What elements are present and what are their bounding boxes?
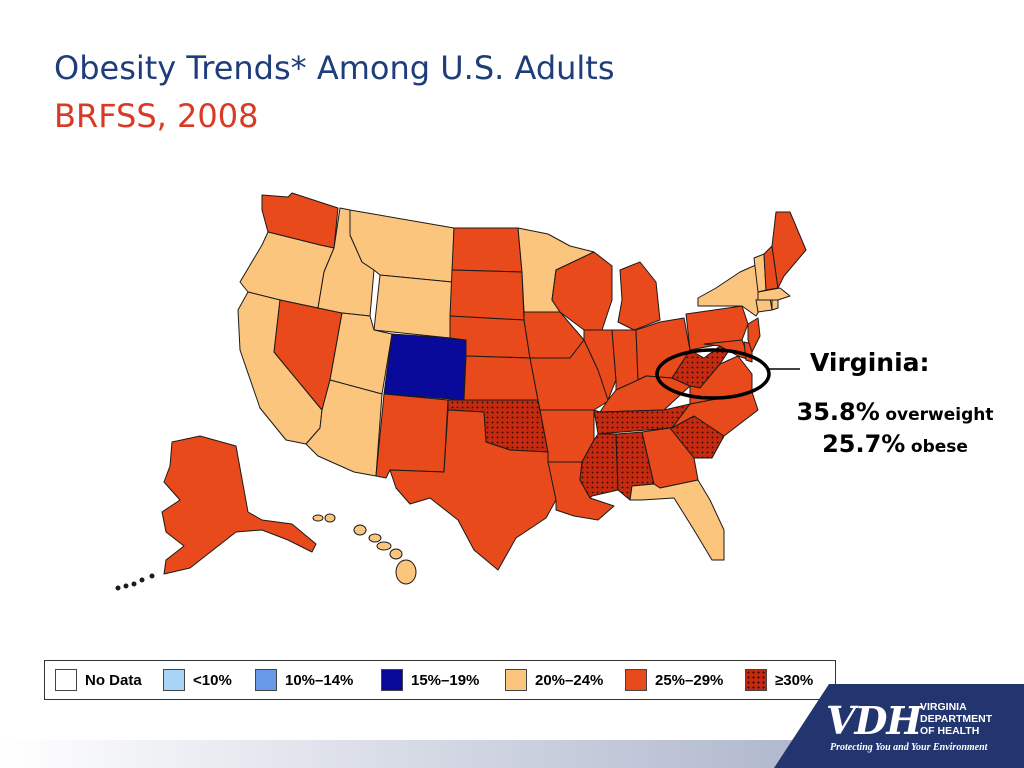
state-me: [771, 211, 807, 289]
state-ak-aleutian-4: [139, 577, 145, 583]
state-sd: [449, 269, 525, 321]
legend-swatch-ge30: [745, 669, 767, 691]
legend-label-lt10: <10%: [193, 671, 232, 689]
obese-stat: 25.7% obese: [770, 430, 1020, 458]
legend-swatch-15-19: [381, 669, 403, 691]
legend-item-lt10: <10%: [163, 668, 232, 692]
callout-title: Virginia:: [810, 348, 930, 377]
overweight-stat: 35.8% overweight: [770, 398, 1020, 426]
obese-value: 25.7%: [822, 430, 906, 458]
state-hi-island-3: [353, 524, 367, 536]
page-subtitle: BRFSS, 2008: [54, 97, 259, 135]
page-title: Obesity Trends* Among U.S. Adults: [54, 49, 615, 87]
map-legend: No Data <10% 10%–14% 15%–19% 20%–24% 25%…: [44, 660, 836, 700]
state-in: [611, 329, 639, 391]
overweight-label: overweight: [885, 405, 994, 425]
state-tx: [389, 409, 557, 571]
legend-label-10-14: 10%–14%: [285, 671, 354, 689]
overweight-value: 35.8%: [796, 398, 880, 426]
state-hi-island-6: [389, 548, 403, 560]
state-ri: [771, 299, 779, 311]
virginia-highlight-ellipse: [655, 348, 771, 400]
legend-swatch-20-24: [505, 669, 527, 691]
vdh-logo-name: VIRGINIA DEPARTMENT OF HEALTH: [920, 701, 992, 737]
legend-label-no-data: No Data: [85, 671, 142, 689]
state-ak-aleutian-1: [115, 585, 121, 591]
legend-item-25-29: 25%–29%: [625, 668, 723, 692]
vdh-logo-tagline: Protecting You and Your Environment: [830, 742, 988, 753]
vdh-name-line-1: VIRGINIA: [920, 701, 967, 713]
legend-swatch-25-29: [625, 669, 647, 691]
state-nm: [375, 393, 449, 479]
state-md: [703, 339, 751, 361]
state-hi-island-1: [312, 514, 324, 522]
legend-swatch-no-data: [55, 669, 77, 691]
state-ak-aleutian-2: [123, 583, 129, 589]
state-hi-island-2: [324, 513, 336, 523]
state-nd: [451, 227, 523, 273]
state-fl: [629, 479, 725, 561]
state-hi-island-7: [395, 559, 417, 585]
state-ks: [463, 355, 539, 401]
legend-label-20-24: 20%–24%: [535, 671, 604, 689]
legend-item-no-data: No Data: [55, 668, 142, 692]
state-co: [383, 333, 467, 401]
state-az: [305, 379, 383, 477]
vdh-logo-mark: VDH: [826, 698, 922, 743]
state-ak-aleutian-3: [131, 581, 137, 587]
state-mi: [617, 261, 661, 331]
state-hi-island-5: [376, 541, 392, 551]
obese-label: obese: [910, 437, 968, 457]
state-pa: [685, 305, 749, 351]
vdh-name-line-2: DEPARTMENT: [920, 713, 993, 725]
legend-label-ge30: ≥30%: [775, 671, 814, 689]
state-nj: [747, 317, 761, 353]
legend-item-10-14: 10%–14%: [255, 668, 353, 692]
legend-item-ge30: ≥30%: [745, 668, 813, 692]
state-wy: [373, 274, 453, 339]
state-hi-island-4: [368, 533, 382, 543]
state-ak: [161, 435, 317, 575]
legend-swatch-10-14: [255, 669, 277, 691]
legend-item-20-24: 20%–24%: [505, 668, 603, 692]
legend-label-25-29: 25%–29%: [655, 671, 724, 689]
legend-item-15-19: 15%–19%: [381, 668, 479, 692]
vdh-name-line-3: OF HEALTH: [920, 725, 980, 737]
state-il: [583, 329, 617, 401]
legend-swatch-lt10: [163, 669, 185, 691]
legend-label-15-19: 15%–19%: [411, 671, 480, 689]
state-ak-aleutian-5: [149, 573, 155, 579]
